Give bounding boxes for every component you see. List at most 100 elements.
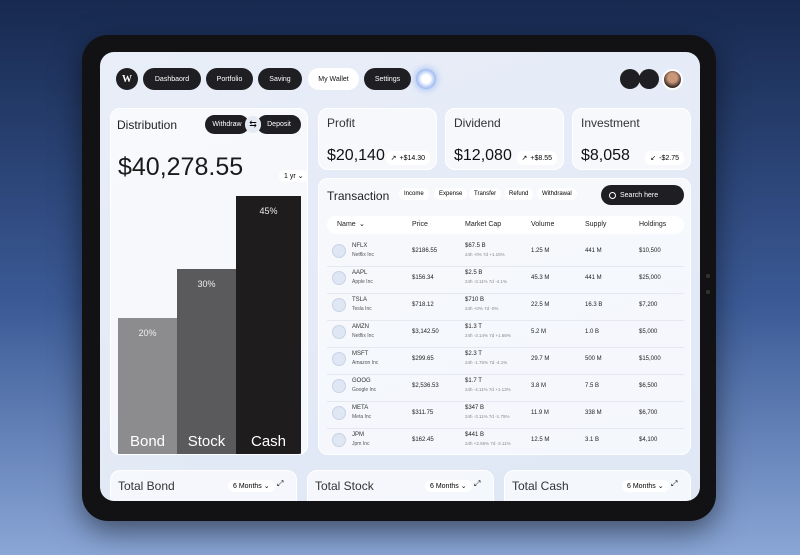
- expand-icon[interactable]: ⤢: [277, 479, 284, 488]
- company: Netflix Inc: [352, 252, 374, 258]
- period-label: 1 yr: [284, 173, 296, 180]
- coin-icon: [332, 406, 346, 420]
- filter-chip[interactable]: Refund: [504, 188, 534, 200]
- price: $311.75: [412, 410, 434, 416]
- market-cap: $2.5 B: [465, 270, 483, 276]
- nav-item[interactable]: Settings: [364, 68, 411, 90]
- toggle-withdraw[interactable]: Withdraw: [205, 115, 249, 134]
- transaction-card: Transaction Income Expense Transfer Refund W…: [318, 178, 691, 455]
- coin-icon: [332, 379, 346, 393]
- ticker: GOOG: [352, 378, 371, 384]
- screen: W Dashbaord Portfolio Saving My Wallet Setti…: [100, 52, 700, 501]
- market-change: 24h -3.11% 7d -1.75%: [465, 414, 510, 419]
- holdings: $15,000: [639, 356, 661, 362]
- filter-chip[interactable]: Withdrawal: [537, 188, 577, 200]
- company: Tesla Inc: [352, 306, 372, 312]
- nav-item[interactable]: My Wallet: [308, 68, 359, 90]
- supply: 441 M: [585, 275, 602, 281]
- column-header[interactable]: Name: [337, 221, 356, 228]
- supply: 3.1 B: [585, 437, 600, 443]
- company: Meta Inc: [352, 414, 372, 420]
- market-change: 24h +0% 7d -0%: [465, 306, 499, 311]
- price: $2,536.53: [412, 383, 439, 389]
- volume: 1.25 M: [531, 248, 550, 254]
- period-select[interactable]: 6 Months ⌄: [622, 480, 669, 492]
- change-arrow: ↗: [521, 155, 528, 162]
- price: $299.65: [412, 356, 434, 362]
- price: $3,142.50: [412, 329, 439, 335]
- search-box[interactable]: Search here: [601, 185, 684, 205]
- volume: 3.8 M: [531, 383, 547, 389]
- market-change: 24h -4.11% 7d +1.13%: [465, 387, 511, 392]
- filter-chip[interactable]: Expense: [434, 188, 468, 200]
- holdings: $4,100: [639, 437, 658, 443]
- market-change: 24h -0% 7d +1.15%: [465, 252, 505, 257]
- market-cap: $2.3 T: [465, 351, 482, 357]
- company: Netflix Inc: [352, 333, 374, 339]
- row-divider: [327, 401, 684, 402]
- market-cap: $67.5 B: [465, 243, 486, 249]
- filter-chip[interactable]: Transfer: [469, 188, 502, 200]
- sensor: [706, 290, 710, 294]
- coin-icon: [332, 298, 346, 312]
- supply: 16.3 B: [585, 302, 603, 308]
- sort-icon: ⌄: [359, 221, 365, 228]
- stat-title: Investment: [581, 116, 640, 130]
- volume: 11.9 M: [531, 410, 549, 416]
- ticker: NFLX: [352, 243, 368, 249]
- total-title: Total Stock: [315, 479, 374, 493]
- distribution-bar: 45% Cash: [236, 195, 301, 454]
- swap-icon: ⇆: [245, 116, 261, 133]
- nav-item[interactable]: Dashbaord: [143, 68, 201, 90]
- holdings: $7,200: [639, 302, 658, 308]
- company: Google Inc: [352, 387, 377, 393]
- card-title: Transaction: [327, 189, 390, 203]
- stat-title: Profit: [327, 116, 356, 130]
- stat-change: ↙ -$2.75: [645, 151, 684, 165]
- ticker: AMZN: [352, 324, 369, 330]
- nav-item[interactable]: Portfolio: [206, 68, 253, 90]
- company: Apple Inc: [352, 279, 373, 285]
- total-title: Total Cash: [512, 479, 569, 493]
- column-header[interactable]: Volume: [531, 221, 555, 228]
- bar-name: Stock: [187, 433, 226, 450]
- bar-value-label: 20%: [138, 328, 157, 338]
- column-header[interactable]: Market Cap: [465, 221, 502, 228]
- assistant-orb[interactable]: [416, 69, 436, 89]
- expand-icon[interactable]: ⤢: [671, 479, 678, 488]
- notification-icon[interactable]: [639, 69, 659, 89]
- distribution-card: Distribution Withdraw ⇆ Deposit $40,278.…: [110, 108, 308, 455]
- period-label: 6 Months: [627, 483, 656, 490]
- stat-value: $8,058: [581, 147, 630, 164]
- dropdown-caret: ⌄: [263, 483, 270, 490]
- filter-chip[interactable]: Income: [399, 188, 429, 200]
- bar-value-label: 30%: [197, 279, 216, 289]
- period-select[interactable]: 6 Months ⌄: [228, 480, 275, 492]
- supply: 338 M: [585, 410, 602, 416]
- supply: 441 M: [585, 248, 602, 254]
- column-header[interactable]: Price: [412, 221, 428, 228]
- period-select[interactable]: 1 yr ⌄: [279, 170, 307, 182]
- avatar[interactable]: [662, 69, 683, 90]
- card-title: Distribution: [117, 118, 178, 132]
- volume: 29.7 M: [531, 356, 550, 362]
- coin-icon: [332, 325, 346, 339]
- supply: 500 M: [585, 356, 602, 362]
- toggle-deposit[interactable]: Deposit: [257, 115, 301, 134]
- change-value: -$2.75: [659, 155, 679, 162]
- search-icon[interactable]: [620, 69, 640, 89]
- column-header[interactable]: Supply: [585, 221, 607, 228]
- bar-name: Bond: [129, 433, 166, 450]
- logo[interactable]: W: [116, 68, 138, 90]
- volume: 5.2 M: [531, 329, 547, 335]
- coin-icon: [332, 271, 346, 285]
- holdings: $6,700: [639, 410, 658, 416]
- change-arrow: ↗: [390, 155, 397, 162]
- column-header[interactable]: Holdings: [639, 221, 667, 228]
- expand-icon[interactable]: ⤢: [474, 479, 481, 488]
- dropdown-caret: ⌄: [460, 483, 467, 490]
- period-select[interactable]: 6 Months ⌄: [425, 480, 472, 492]
- ticker: TSLA: [352, 297, 368, 303]
- nav-item[interactable]: Saving: [258, 68, 302, 90]
